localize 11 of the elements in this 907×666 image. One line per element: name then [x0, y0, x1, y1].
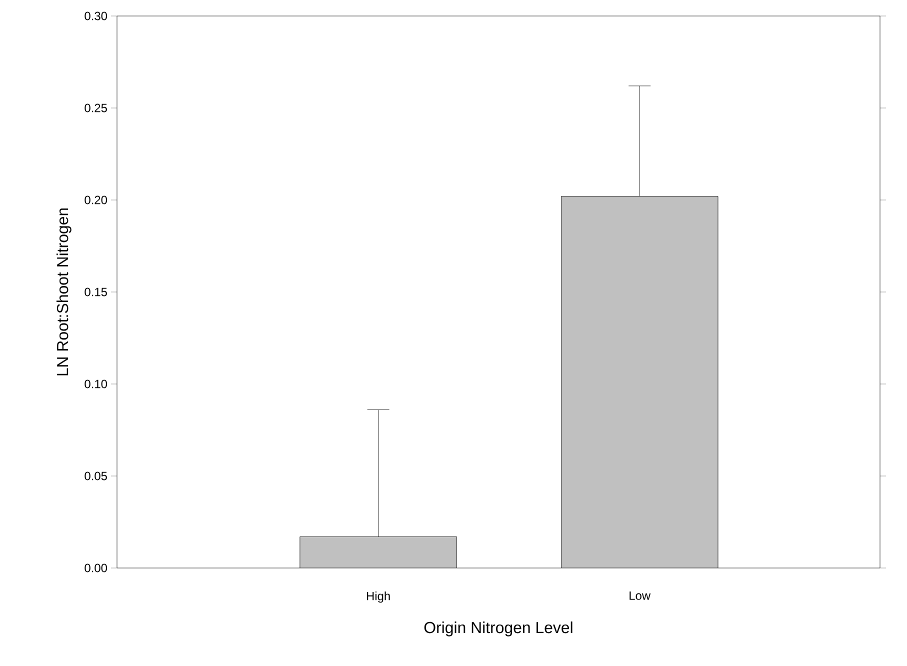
x-axis-title: Origin Nitrogen Level	[424, 622, 572, 636]
y-tick-label: 0.00	[84, 564, 108, 572]
x-tick-label: High	[366, 592, 390, 603]
y-tick-label: 0.15	[84, 288, 107, 296]
y-tick-label: 0.25	[84, 104, 107, 112]
y-tick-label: 0.20	[84, 196, 108, 204]
y-axis-title: LN Root:Shoot Nitrogen	[56, 208, 72, 376]
y-tick-label: 0.05	[84, 472, 107, 480]
x-tick-label: Low	[630, 592, 651, 600]
y-tick-label: 0.30	[84, 12, 108, 20]
y-tick-label: 0.10	[84, 380, 108, 388]
